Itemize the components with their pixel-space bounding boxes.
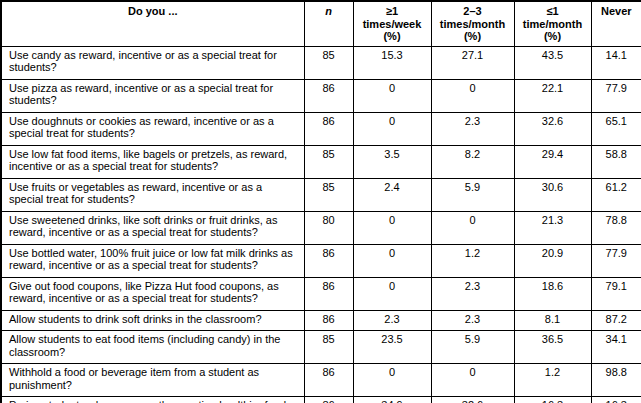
never-cell: 14.1 [591,46,641,79]
ge1-times-week-cell: 0 [353,112,431,145]
ge1-times-week-cell: 2.4 [353,178,431,211]
n-cell: 85 [304,178,353,211]
le1-time-month-cell: 32.6 [514,112,591,145]
table-row: Use bottled water, 100% fruit juice or l… [1,244,641,277]
n-cell: 85 [304,46,353,79]
le1-time-month-cell: 20.9 [514,244,591,277]
table-row: Withhold a food or beverage item from a … [1,364,641,397]
header-row: Do you ... n ≥1 times/week (%) 2–3 times… [1,1,641,46]
n-cell: 86 [304,310,353,331]
page: Do you ... n ≥1 times/week (%) 2–3 times… [0,0,641,403]
n-cell: 86 [304,364,353,397]
le1-time-month-cell: 22.1 [514,79,591,112]
question-cell: Use fruits or vegetables as reward, ince… [1,178,304,211]
table-row: Allow students to drink soft drinks in t… [1,310,641,331]
question-cell: Allow students to drink soft drinks in t… [1,310,304,331]
2-3-times-month-cell: 0 [431,364,514,397]
never-cell: 65.1 [591,112,641,145]
le1-time-month-cell: 29.4 [514,145,591,178]
question-cell: Withhold a food or beverage item from a … [1,364,304,397]
question-cell: Use bottled water, 100% fruit juice or l… [1,244,304,277]
le1-time-month-cell: 36.5 [514,331,591,364]
question-cell: Praise students when you see them eating… [1,397,304,403]
n-cell: 86 [304,277,353,310]
table-row: Use pizza as reward, incentive or as a s… [1,79,641,112]
n-cell: 86 [304,397,353,403]
2-3-times-month-cell: 2.3 [431,112,514,145]
question-cell: Use candy as reward, incentive or as a s… [1,46,304,79]
2-3-times-month-cell: 2.3 [431,310,514,331]
ge1-times-week-cell: 0 [353,364,431,397]
n-cell: 86 [304,112,353,145]
le1-time-month-cell: 18.6 [514,277,591,310]
2-3-times-month-cell: 1.2 [431,244,514,277]
never-cell: 77.9 [591,79,641,112]
never-cell: 34.1 [591,331,641,364]
le1-time-month-cell: 30.6 [514,178,591,211]
n-cell: 85 [304,331,353,364]
col-header-do-you: Do you ... [1,1,304,46]
table-row: Use doughnuts or cookies as reward, ince… [1,112,641,145]
table-row: Use candy as reward, incentive or as a s… [1,46,641,79]
n-cell: 86 [304,244,353,277]
col-header-n: n [304,1,353,46]
never-cell: 77.9 [591,244,641,277]
le1-time-month-cell: 21.3 [514,211,591,244]
n-cell: 85 [304,145,353,178]
never-cell: 87.2 [591,310,641,331]
le1-time-month-cell: 8.1 [514,310,591,331]
never-cell: 58.8 [591,145,641,178]
question-cell: Use sweetened drinks, like soft drinks o… [1,211,304,244]
2-3-times-month-cell: 5.9 [431,178,514,211]
table-row: Use sweetened drinks, like soft drinks o… [1,211,641,244]
n-cell: 80 [304,211,353,244]
ge1-times-week-cell: 0 [353,244,431,277]
2-3-times-month-cell: 32.6 [431,397,514,403]
table-row: Use fruits or vegetables as reward, ince… [1,178,641,211]
2-3-times-month-cell: 0 [431,211,514,244]
le1-time-month-cell: 1.2 [514,364,591,397]
col-header-2-3-times-month: 2–3 times/month (%) [431,1,514,46]
ge1-times-week-cell: 34.9 [353,397,431,403]
col-header-le1-time-month: ≤1 time/month (%) [514,1,591,46]
table-row: Use low fat food items, like bagels or p… [1,145,641,178]
never-cell: 98.8 [591,364,641,397]
ge1-times-week-cell: 2.3 [353,310,431,331]
question-cell: Use low fat food items, like bagels or p… [1,145,304,178]
2-3-times-month-cell: 0 [431,79,514,112]
ge1-times-week-cell: 23.5 [353,331,431,364]
table-row: Give out food coupons, like Pizza Hut fo… [1,277,641,310]
2-3-times-month-cell: 5.9 [431,331,514,364]
n-cell: 86 [304,79,353,112]
2-3-times-month-cell: 2.3 [431,277,514,310]
table-body: Use candy as reward, incentive or as a s… [1,46,641,403]
le1-time-month-cell: 16.3 [514,397,591,403]
col-header-ge1-times-week: ≥1 times/week (%) [353,1,431,46]
never-cell: 78.8 [591,211,641,244]
question-cell: Use pizza as reward, incentive or as a s… [1,79,304,112]
survey-frequency-table: Do you ... n ≥1 times/week (%) 2–3 times… [0,0,641,403]
col-header-never: Never [591,1,641,46]
ge1-times-week-cell: 0 [353,211,431,244]
question-cell: Use doughnuts or cookies as reward, ince… [1,112,304,145]
ge1-times-week-cell: 0 [353,79,431,112]
ge1-times-week-cell: 15.3 [353,46,431,79]
2-3-times-month-cell: 27.1 [431,46,514,79]
table-header: Do you ... n ≥1 times/week (%) 2–3 times… [1,1,641,46]
ge1-times-week-cell: 3.5 [353,145,431,178]
table-row: Allow students to eat food items (includ… [1,331,641,364]
never-cell: 61.2 [591,178,641,211]
never-cell: 79.1 [591,277,641,310]
2-3-times-month-cell: 8.2 [431,145,514,178]
question-cell: Give out food coupons, like Pizza Hut fo… [1,277,304,310]
le1-time-month-cell: 43.5 [514,46,591,79]
question-cell: Allow students to eat food items (includ… [1,331,304,364]
ge1-times-week-cell: 0 [353,277,431,310]
table-row: Praise students when you see them eating… [1,397,641,403]
never-cell: 16.3 [591,397,641,403]
